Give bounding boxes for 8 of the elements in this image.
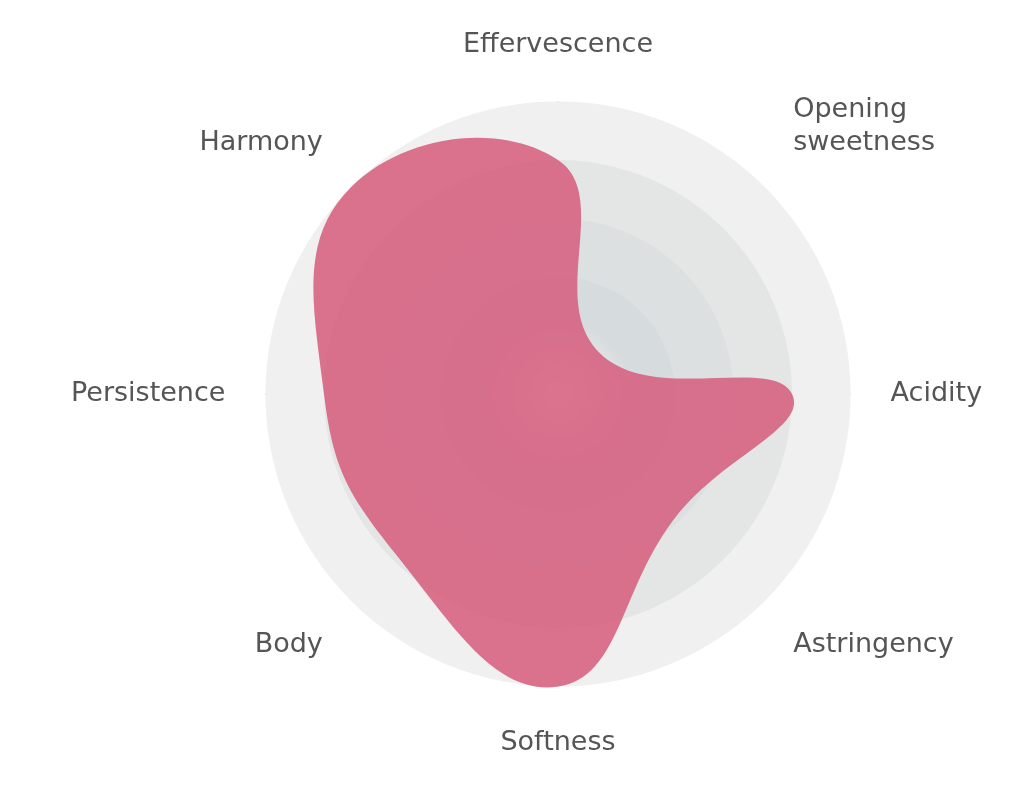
spoke-label: Astringency [793,627,954,659]
spoke-label: Persistence [71,376,226,408]
spoke-label: Acidity [890,376,983,408]
spoke-label: Opening sweetness [793,92,935,156]
spoke-label: Effervescence [462,27,654,59]
spoke-label: Harmony [199,124,323,156]
spoke-label: Softness [500,724,616,756]
spoke-label: Body [254,627,323,659]
